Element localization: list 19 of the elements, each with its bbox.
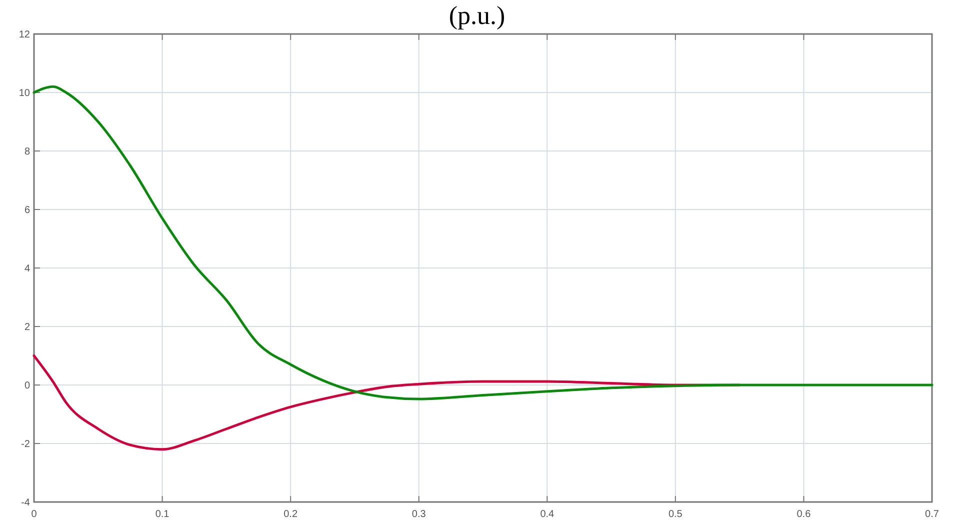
x-tick-label: 0.5 [668, 509, 683, 520]
y-tick-label: -4 [21, 498, 30, 508]
y-tick-label: 0 [24, 380, 30, 392]
y-tick-label: 4 [24, 264, 30, 274]
x-tick-label: 0 [31, 509, 38, 520]
y-tick-label: 2 [24, 322, 30, 333]
x-tick-label: 0.6 [796, 509, 812, 520]
x-tick-label: 0.3 [412, 509, 426, 520]
y-tick-label: 6 [24, 205, 30, 216]
x-tick-label: 0.4 [540, 509, 555, 520]
line-series [32, 85, 934, 400]
chart-title: (p.u.) [448, 1, 506, 30]
x-tick-label: 0.7 [925, 509, 940, 520]
x-tick-label: 0.1 [155, 509, 170, 520]
y-tick-label: 10 [18, 88, 30, 99]
y-tick-label: -2 [21, 439, 30, 450]
y-tick-label: 8 [24, 146, 30, 158]
x-tick-label: 0.2 [284, 509, 298, 520]
y-tick-label: 12 [18, 30, 30, 40]
